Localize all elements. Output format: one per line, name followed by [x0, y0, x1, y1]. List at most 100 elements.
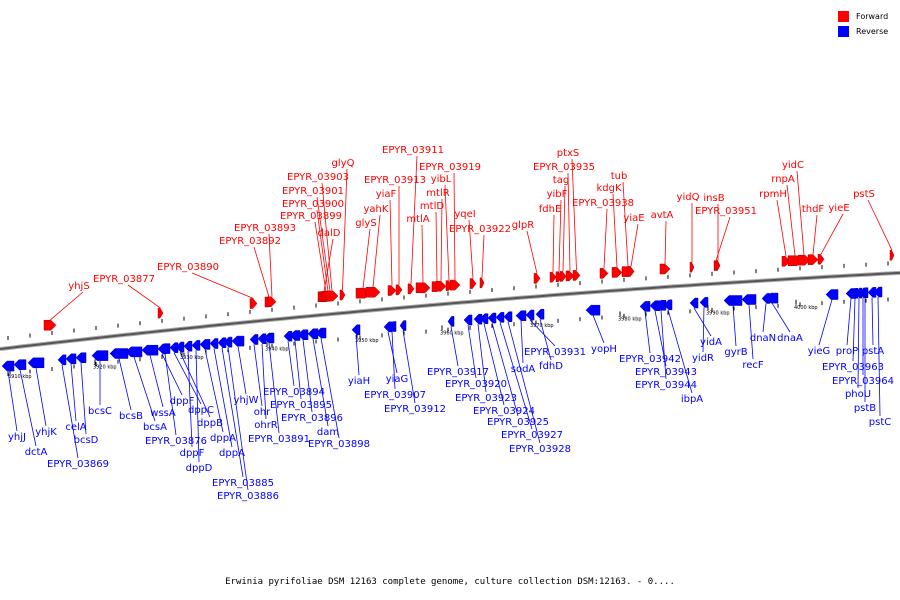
reverse-gene-label: celA	[65, 422, 86, 433]
reverse-gene-arrow	[741, 294, 757, 305]
reverse-gene-label: yidA	[700, 337, 722, 348]
reverse-gene-leader	[179, 351, 211, 418]
legend: Forward Reverse	[838, 9, 888, 39]
reverse-gene-label: dppA	[210, 433, 236, 444]
forward-gene-leader	[253, 246, 270, 298]
reverse-gene-leader	[762, 303, 767, 333]
reverse-gene-leader	[871, 297, 874, 346]
reverse-gene-label: EPYR_03896	[281, 413, 343, 424]
reverse-gene-arrow	[495, 312, 505, 323]
reverse-gene-leader	[161, 353, 183, 396]
forward-gene-arrow	[889, 250, 895, 261]
forward-gene-leader	[776, 199, 787, 257]
forward-gene-arrow	[43, 319, 57, 331]
forward-gene-leader	[316, 196, 331, 292]
forward-gene-label: yibL	[431, 174, 452, 185]
forward-gene-arrow	[689, 261, 695, 273]
reverse-gene-leader	[507, 321, 541, 444]
reverse-gene-arrow	[585, 304, 601, 316]
reverse-gene-arrow	[249, 334, 259, 345]
reverse-gene-arrow	[873, 286, 883, 298]
legend-forward-label: Forward	[856, 12, 889, 21]
reverse-gene-label: pstA	[862, 346, 884, 357]
reverse-gene-label: bcsD	[74, 435, 99, 446]
reverse-gene-arrow	[75, 352, 87, 363]
reverse-gene-label: yopH	[591, 344, 617, 355]
map-caption: Erwinia pyrifoliae DSM 12163 complete ge…	[225, 577, 675, 587]
forward-gene-leader	[435, 211, 438, 282]
forward-gene-leader	[453, 172, 456, 281]
forward-gene-leader	[127, 284, 161, 309]
forward-gene-label: thdF	[802, 204, 825, 215]
reverse-gene-arrow	[1, 360, 15, 372]
forward-gene-arrow	[565, 270, 575, 282]
reverse-gene-arrow	[307, 328, 319, 340]
forward-gene-leader	[421, 224, 424, 283]
reverse-gene-arrow	[91, 350, 109, 361]
reverse-gene-leader	[237, 346, 247, 395]
reverse-gene-label: EPYR_03894	[263, 387, 325, 398]
forward-gene-arrow	[415, 282, 431, 294]
forward-gene-leader	[468, 219, 474, 279]
forward-gene-leader	[389, 199, 393, 286]
reverse-gene-arrow	[535, 308, 545, 320]
reverse-gene-label: yidR	[692, 353, 714, 364]
reverse-gene-arrow	[765, 292, 779, 304]
reverse-gene-label: yiaH	[348, 376, 370, 387]
reverse-gene-label: EPYR_03942	[619, 354, 681, 365]
forward-gene-leader	[612, 193, 618, 268]
reverse-gene-arrow	[503, 311, 513, 322]
forward-gene-label: EPYR_03951	[695, 206, 757, 217]
reverse-gene-arrow	[297, 329, 309, 340]
reverse-gene-label: dctA	[25, 447, 48, 458]
reverse-gene-leader	[312, 338, 329, 427]
scale-tick-label: 3950 kbp	[355, 338, 379, 344]
reverse-gene-label: EPYR_03885	[212, 478, 274, 489]
reverse-gene-leader	[320, 337, 340, 439]
forward-gene-leader	[558, 199, 562, 272]
forward-gene-label: rpmH	[759, 189, 787, 200]
forward-gene-label: EPYR_03901	[282, 186, 344, 197]
reverse-gene-label: wssA	[150, 408, 176, 419]
reverse-gene-label: ohr	[254, 407, 271, 418]
reverse-gene-label: dnaN	[750, 333, 776, 344]
forward-gene-label: yidC	[782, 160, 804, 171]
forward-gene-arrow	[817, 253, 825, 265]
reverse-gene-label: recF	[742, 360, 764, 371]
forward-gene-leader	[664, 220, 667, 265]
reverse-gene-label: dppC	[188, 405, 214, 416]
reverse-gene-leader	[539, 319, 552, 361]
reverse-gene-label: EPYR_03923	[455, 393, 517, 404]
reverse-gene-leader	[80, 362, 87, 435]
forward-gene-label: kdgK	[596, 183, 621, 194]
forward-gene-arrow	[611, 267, 623, 278]
reverse-gene-leader	[268, 342, 280, 434]
reverse-gene-arrow	[723, 295, 743, 306]
reverse-gene-label: yhjW	[234, 395, 259, 406]
forward-gene-label: yhjS	[68, 281, 89, 292]
forward-gene-label: mtlR	[426, 188, 449, 199]
reverse-gene-arrow	[159, 343, 171, 354]
forward-gene-leader	[867, 199, 893, 251]
forward-gene-leader	[552, 214, 555, 273]
reverse-gene-label: ibpA	[681, 394, 703, 405]
forward-gene-label: EPYR_03903	[287, 172, 349, 183]
forward-gene-label: glyQ	[332, 158, 355, 169]
forward-gene-arrow	[157, 307, 164, 319]
reverse-gene-leader	[355, 334, 360, 376]
scale-tick-label: 3910 kbp	[8, 374, 32, 380]
forward-gene-label: rnpA	[771, 174, 795, 185]
forward-gene-label: EPYR_03890	[157, 262, 219, 273]
forward-gene-arrow	[339, 289, 346, 301]
forward-gene-arrow	[407, 283, 415, 295]
reverse-gene-leader	[402, 330, 416, 404]
reverse-gene-label: EPYR_03944	[635, 380, 697, 391]
forward-gene-leader	[440, 198, 443, 282]
forward-gene-leader	[268, 233, 273, 297]
reverse-gene-leader	[187, 351, 193, 448]
forward-gene-label: yieE	[828, 203, 849, 214]
scale-tick-label: 3920 kbp	[93, 364, 117, 370]
reverse-gene-arrow	[867, 287, 877, 298]
reverse-gene-leader	[499, 322, 533, 430]
